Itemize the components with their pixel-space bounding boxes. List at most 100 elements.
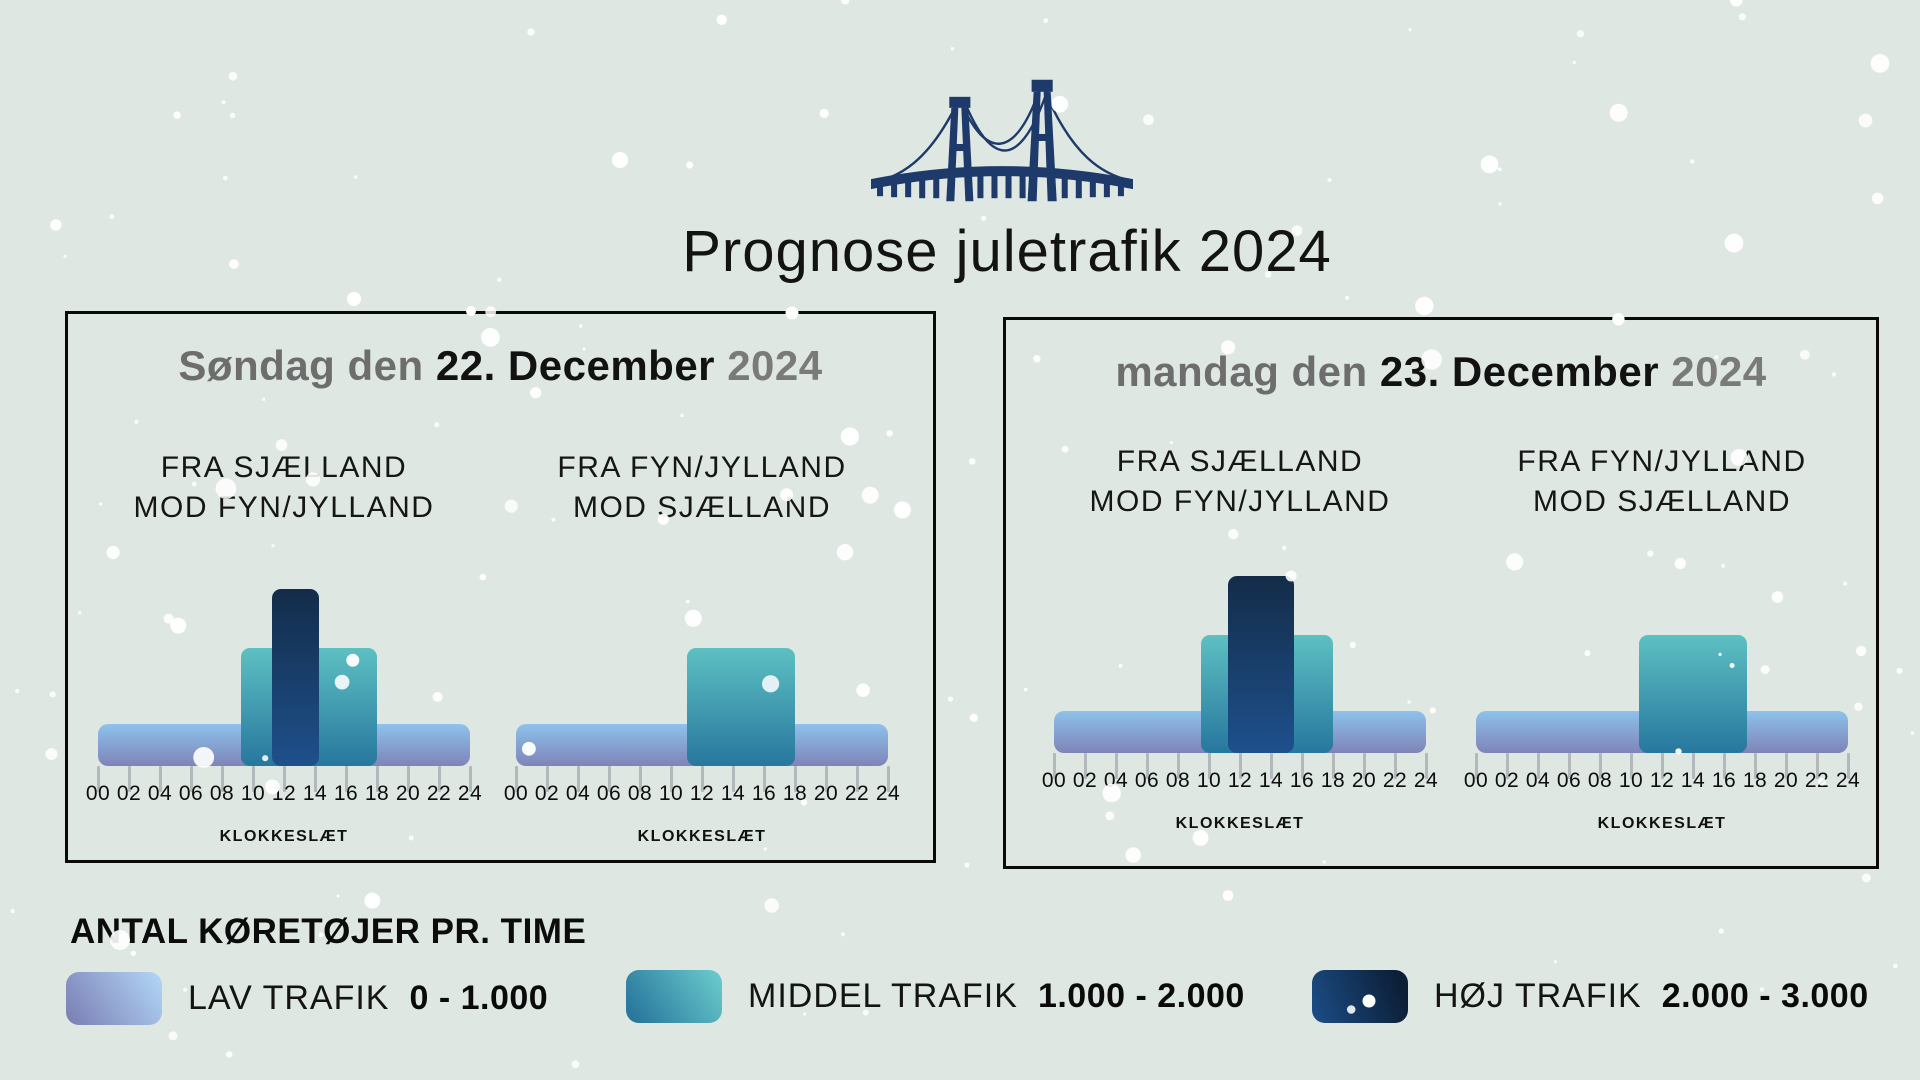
page-title: Prognose juletrafik 2024 xyxy=(682,219,1332,284)
axis-tick-label: 20 xyxy=(1773,769,1799,792)
date-year: 2024 xyxy=(1671,348,1767,395)
snowflake-dot xyxy=(1222,890,1234,901)
chart-dec22-fra-sjaelland: FRA SJÆLLAND MOD FYN/JYLLAND 00 02 04 06 08 1… xyxy=(86,448,482,846)
snowflake-dot xyxy=(686,161,694,169)
axis-title: KLOKKESLÆT xyxy=(219,828,349,845)
snowflake-dot xyxy=(1043,18,1049,23)
axis-tick xyxy=(793,766,797,792)
axis-tick xyxy=(762,766,766,792)
bar-høj-trafik xyxy=(272,589,319,766)
chart-dec23-fra-fyn: FRA FYN/JYLLAND MOD SJÆLLAND 00 02 04 06 08 1… xyxy=(1464,442,1860,833)
axis-tick xyxy=(251,766,255,792)
axis-tick xyxy=(282,766,286,792)
axis-tick xyxy=(1424,753,1428,779)
snowflake-dot xyxy=(764,898,779,913)
snowflake-dot xyxy=(1870,54,1890,73)
middel-trafik-swatch-icon xyxy=(626,969,722,1023)
axis-tick-label: 16 xyxy=(333,782,359,805)
plot-area xyxy=(96,574,472,792)
plot-area xyxy=(1474,561,1850,779)
axis-tick xyxy=(1691,753,1695,779)
snowflake-dot xyxy=(1910,731,1915,735)
axis-tick-label: 24 xyxy=(875,782,901,805)
axis-tick-label: 20 xyxy=(813,782,839,805)
axis-tick xyxy=(1846,753,1850,779)
direction-label: FRA SJÆLLAND MOD FYN/JYLLAND xyxy=(1054,442,1426,522)
axis-tick xyxy=(1474,753,1478,779)
direction-line1: FRA FYN/JYLLAND xyxy=(1517,445,1807,478)
axis-tick xyxy=(1536,753,1540,779)
snowflake-dot xyxy=(1896,667,1903,674)
bar-middel-trafik xyxy=(1638,635,1748,753)
snowflake-dot xyxy=(347,292,361,306)
snowflake-dot xyxy=(571,1060,580,1069)
lav-trafik-swatch-icon xyxy=(66,971,162,1025)
legend-range: 0 - 1.000 xyxy=(409,978,549,1017)
axis-tick-labels: 00 02 04 06 08 10 12 14 16 18 20 22 24 xyxy=(86,782,482,808)
axis-tick-label: 02 xyxy=(1494,769,1520,792)
legend-heading: ANTAL KØRETØJER PR. TIME xyxy=(70,912,587,951)
axis-tick-label: 14 xyxy=(720,782,746,805)
axis-tick xyxy=(1300,753,1304,779)
axis-tick-label: 08 xyxy=(1165,769,1191,792)
snowflake-dot xyxy=(840,932,845,937)
direction-label: FRA SJÆLLAND MOD FYN/JYLLAND xyxy=(98,448,470,528)
axis-tick xyxy=(127,766,131,792)
axis-tick-labels: 00 02 04 06 08 10 12 14 16 18 20 22 24 xyxy=(1464,769,1860,795)
axis-tick xyxy=(1567,753,1571,779)
direction-line2: MOD FYN/JYLLAND xyxy=(1089,484,1391,518)
axis-tick-label: 12 xyxy=(1227,769,1253,792)
axis-tick-label: 02 xyxy=(1072,769,1098,792)
direction-line2: MOD SJÆLLAND xyxy=(572,490,832,524)
bridge-icon xyxy=(871,79,1133,202)
axis-tick xyxy=(1176,753,1180,779)
snowflake-dot xyxy=(1572,60,1576,65)
snowflake-dot xyxy=(226,1051,233,1058)
axis-tick-labels: 00 02 04 06 08 10 12 14 16 18 20 22 24 xyxy=(504,782,900,808)
axis-tick-label: 08 xyxy=(1587,769,1613,792)
snowflake-dot xyxy=(1480,155,1499,174)
snowflake-dot xyxy=(1344,295,1350,300)
chart-dec22-fra-fyn: FRA FYN/JYLLAND MOD SJÆLLAND 00 02 04 06 08 1… xyxy=(504,448,900,846)
axis-tick xyxy=(700,766,704,792)
direction-line1: FRA FYN/JYLLAND xyxy=(557,451,847,484)
axis-tick-label: 04 xyxy=(565,782,591,805)
axis-tick-label: 22 xyxy=(1382,769,1408,792)
axis-tick xyxy=(514,766,518,792)
snowflake-dot xyxy=(964,862,970,868)
axis-tick-label: 08 xyxy=(209,782,235,805)
axis-tick xyxy=(638,766,642,792)
axis-tick xyxy=(1145,753,1149,779)
axis-tick xyxy=(1052,753,1056,779)
legend-label: HØJ TRAFIK xyxy=(1434,976,1642,1015)
snowflake-dot xyxy=(229,112,236,119)
axis-tick-label: 12 xyxy=(1649,769,1675,792)
snowflake-dot xyxy=(1690,159,1695,164)
panel-date: mandag den 23. December 2024 xyxy=(1006,348,1876,396)
snowflake-dot xyxy=(1498,202,1502,206)
direction-line1: FRA SJÆLLAND xyxy=(160,451,408,484)
axis-tick-label: 06 xyxy=(1556,769,1582,792)
axis-tick-label: 06 xyxy=(1134,769,1160,792)
axis-tick xyxy=(1362,753,1366,779)
snowflake-dot xyxy=(819,108,829,118)
axis-tick xyxy=(158,766,162,792)
snowflake-dot xyxy=(221,100,226,105)
axis-tick-label: 24 xyxy=(457,782,483,805)
axis-tick xyxy=(1815,753,1819,779)
snowflake-dot xyxy=(336,894,340,898)
bar-høj-trafik xyxy=(1228,576,1295,753)
snowflake-dot xyxy=(49,691,56,698)
direction-line1: FRA SJÆLLAND xyxy=(1116,445,1364,478)
axis-tick-label: 24 xyxy=(1413,769,1439,792)
legend-range: 1.000 - 2.000 xyxy=(1037,976,1245,1015)
plot-area xyxy=(1052,561,1428,779)
axis-tick xyxy=(220,766,224,792)
snowflake-dot xyxy=(1861,873,1871,883)
axis-tick xyxy=(545,766,549,792)
snowflake-dot xyxy=(716,14,727,25)
axis-tick-label: 10 xyxy=(240,782,266,805)
chart-dec23-fra-sjaelland: FRA SJÆLLAND MOD FYN/JYLLAND 00 02 04 06 08 1… xyxy=(1042,442,1438,833)
axis-tick-label: 16 xyxy=(751,782,777,805)
